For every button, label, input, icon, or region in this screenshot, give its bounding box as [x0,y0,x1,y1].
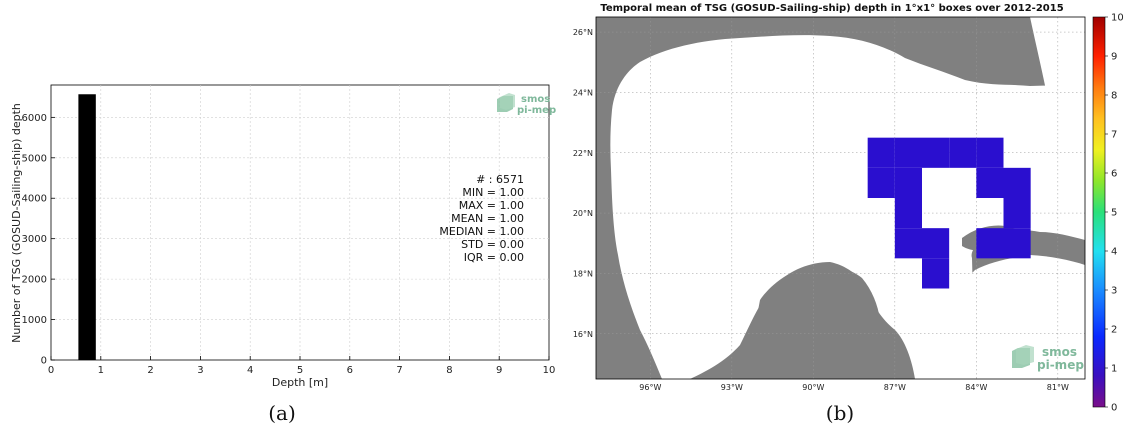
histogram-y-ticks: 0 1000 2000 3000 4000 5000 6000 [22,113,55,367]
colorbar-tick-label: 8 [1111,91,1117,102]
map-data-cell [976,167,1004,198]
map-data-cell [1003,228,1031,259]
latitude-tick-label: 26°N [573,28,593,37]
latitude-tick-label: 24°N [573,88,593,97]
x-tick-label: 4 [247,365,253,376]
colorbar-tick-label: 6 [1111,169,1117,180]
colorbar-tick-label: 1 [1111,364,1117,375]
map-data-cells [867,137,1031,289]
map-latitude-ticks: 16°N 18°N 20°N 22°N 24°N 26°N [573,28,593,339]
map-data-cell [922,137,950,168]
map-data-cell [949,137,977,168]
y-tick-label: 3000 [22,234,47,245]
map-panel: Temporal mean of TSG (GOSUD-Sailing-ship… [573,3,1124,425]
smos-pimep-logo: smos pi-mep [497,93,556,116]
panel-a-caption: (a) [268,401,296,425]
map-data-cell [894,198,922,229]
y-tick-label: 0 [41,356,47,367]
histogram-x-ticks: 0 1 2 3 4 5 6 7 8 9 10 [48,356,556,376]
stats-line: MEAN = 1.00 [451,212,524,225]
map-data-cell [1003,167,1031,198]
x-tick-label: 0 [48,365,54,376]
map-frame [595,16,1086,380]
histogram-grid [51,85,549,360]
colorbar [1092,16,1106,408]
y-tick-label: 2000 [22,275,47,286]
map-data-cell [867,137,895,168]
longitude-tick-label: 90°W [802,383,824,392]
x-tick-label: 3 [197,365,203,376]
stats-line: MAX = 1.00 [459,199,524,212]
stats-line: STD = 0.00 [461,238,524,251]
longitude-tick-label: 96°W [639,383,661,392]
histogram-bars [78,94,96,360]
map-title: Temporal mean of TSG (GOSUD-Sailing-ship… [600,3,1063,14]
panel-b-caption: (b) [826,401,854,425]
map-data-cell [867,167,895,198]
x-tick-label: 7 [396,365,402,376]
map-data-cell [976,137,1004,168]
histogram-y-axis-label: Number of TSG (GOSUD-Sailing-ship) depth [10,103,23,343]
stats-line: MEDIAN = 1.00 [439,225,524,238]
x-tick-label: 9 [496,365,502,376]
y-tick-label: 5000 [22,153,47,164]
map-data-cell [894,228,922,259]
latitude-tick-label: 20°N [573,209,593,218]
latitude-tick-label: 18°N [573,269,593,278]
colorbar-tick-label: 3 [1111,286,1117,297]
x-tick-label: 6 [347,365,353,376]
colorbar-tick-label: 10 [1111,13,1124,24]
smos-pimep-logo-map: smos pi-mep [1012,345,1084,372]
map-longitude-ticks: 96°W 93°W 90°W 87°W 84°W 81°W [639,383,1069,392]
colorbar-ticks: 0 1 2 3 4 5 6 7 8 9 10 [1105,13,1124,414]
map-data-cell [894,137,922,168]
y-tick-label: 1000 [22,315,47,326]
map-data-cell [922,258,950,289]
map-data-cell [1003,198,1031,229]
logo-text-pimep: pi-mep [517,105,556,116]
stats-line: # : 6571 [476,173,524,186]
logo-text-pimep-map: pi-mep [1037,358,1084,372]
logo-text-smos: smos [521,94,550,105]
map-data-cell [922,228,950,259]
stats-line: IQR = 0.00 [464,251,524,264]
colorbar-tick-label: 4 [1111,247,1117,258]
stats-line: MIN = 1.00 [462,186,524,199]
atlantic-ocean [1030,17,1085,185]
y-tick-label: 6000 [22,113,47,124]
y-tick-label: 4000 [22,194,47,205]
x-tick-label: 5 [297,365,303,376]
colorbar-tick-label: 9 [1111,52,1117,63]
map-data-cell [894,167,922,198]
histogram-x-axis-label: Depth [m] [272,376,328,389]
longitude-tick-label: 93°W [721,383,743,392]
histogram-panel: 0 1 2 3 4 5 6 7 8 9 10 0 1000 2000 3000 4000 5000 6000 D… [10,84,556,425]
latitude-tick-label: 22°N [573,149,593,158]
map-data-cell [976,228,1004,259]
x-tick-label: 10 [543,365,556,376]
yucatan-landmass [750,265,881,379]
colorbar-tick-label: 7 [1111,130,1117,141]
x-tick-label: 1 [98,365,104,376]
latitude-tick-label: 16°N [573,330,593,339]
logo-text-smos-map: smos [1042,345,1077,359]
x-tick-label: 2 [147,365,153,376]
longitude-tick-label: 84°W [965,383,987,392]
colorbar-tick-label: 2 [1111,325,1117,336]
longitude-tick-label: 81°W [1047,383,1069,392]
colorbar-tick-label: 5 [1111,208,1117,219]
longitude-tick-label: 87°W [884,383,906,392]
caribbean-sea [930,255,1085,379]
histogram-bar [78,94,96,360]
x-tick-label: 8 [446,365,452,376]
colorbar-tick-label: 0 [1111,403,1117,414]
map-area: smos pi-mep [596,17,1085,379]
